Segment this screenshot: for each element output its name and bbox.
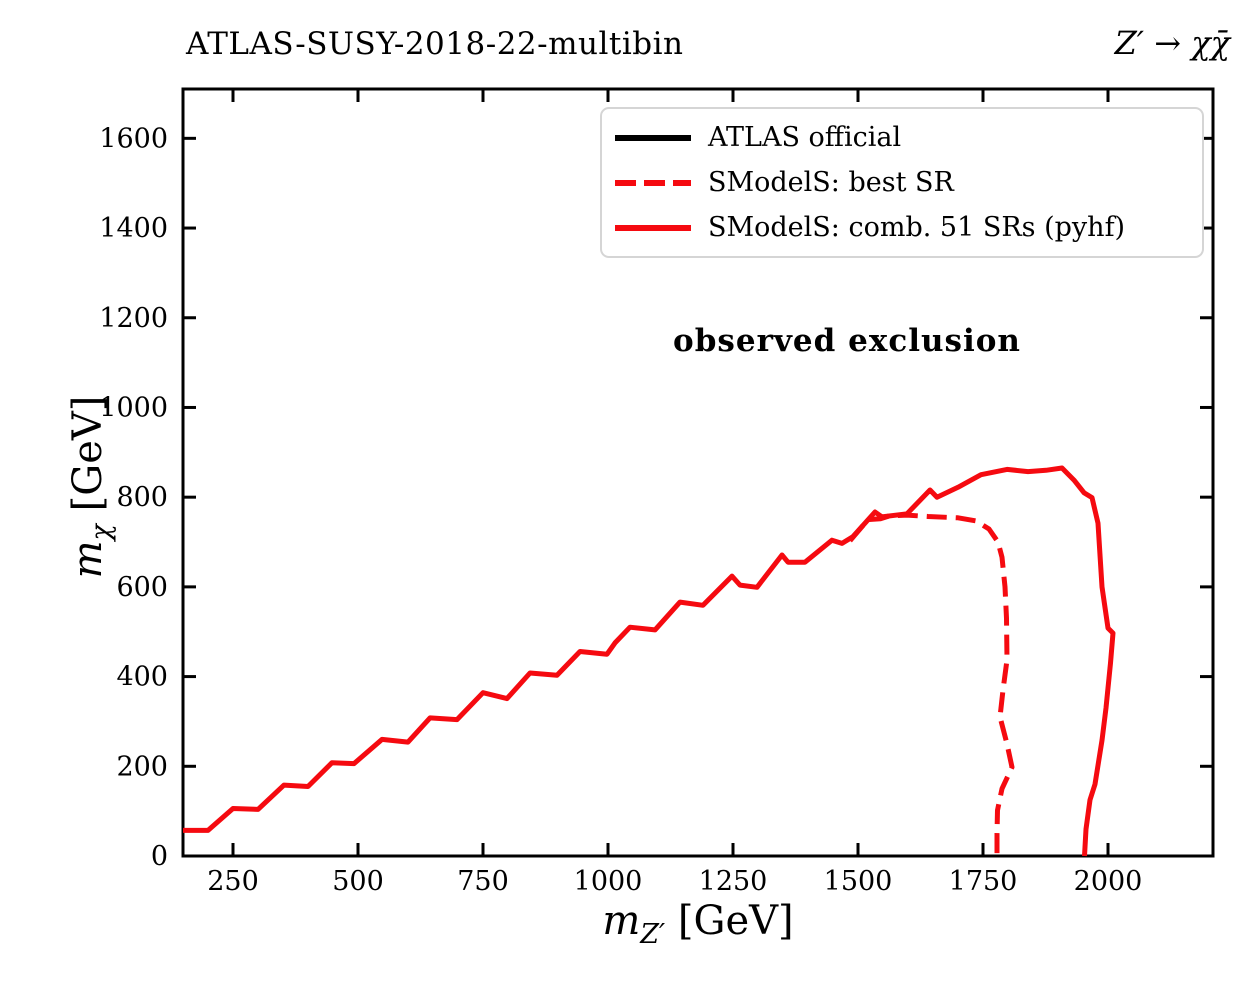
legend-item-smodels-combined: SModelS: comb. 51 SRs (pyhf): [602, 206, 1202, 250]
legend-item-smodels-best-sr: SModelS: best SR: [602, 161, 1202, 205]
y-tick-label: 200: [116, 751, 168, 782]
legend-line-sample-dashed-red: [615, 179, 691, 186]
y-tick-label: 600: [116, 572, 168, 603]
y-axis-label-var: m: [65, 540, 111, 579]
x-axis-label-subscript: Z′: [640, 919, 666, 950]
y-tick-label: 0: [151, 841, 168, 872]
plot-border: [181, 87, 1215, 858]
y-tick-label: 1200: [99, 303, 168, 334]
x-tick-label: 250: [207, 866, 259, 897]
y-axis-label-subscript: χ: [86, 524, 117, 541]
legend-box: ATLAS official SModelS: best SR SModelS:…: [600, 107, 1204, 258]
y-tick-label: 800: [116, 482, 168, 513]
y-axis-label: mχ [GeV]: [65, 337, 117, 637]
smodels-combined-curve: [183, 465, 1116, 857]
smodels-best-sr-curve: [848, 512, 1015, 856]
x-tick-label: 1250: [699, 866, 768, 897]
legend-item-atlas-official: ATLAS official: [602, 116, 1202, 160]
legend-label: SModelS: best SR: [708, 167, 954, 198]
x-tick-label: 1500: [824, 866, 893, 897]
y-tick-label: 400: [116, 662, 168, 693]
y-tick-label: 1400: [99, 213, 168, 244]
y-tick-label: 1600: [99, 123, 168, 154]
x-axis-label-unit: [GeV]: [677, 898, 794, 944]
legend-label: SModelS: comb. 51 SRs (pyhf): [708, 212, 1126, 243]
y-axis-label-unit: [GeV]: [65, 395, 111, 512]
x-tick-label: 500: [332, 866, 384, 897]
legend-line-sample-solid-red: [615, 224, 691, 231]
plot-title-left: ATLAS-SUSY-2018-22-multibin: [186, 26, 684, 62]
x-tick-label: 1750: [949, 866, 1018, 897]
x-tick-label: 2000: [1074, 866, 1143, 897]
legend-line-sample-solid-black: [615, 134, 691, 141]
x-tick-label: 1000: [574, 866, 643, 897]
y-tick-label: 1000: [99, 392, 168, 423]
plot-title-right: Z′ → χχ̄: [1114, 24, 1230, 62]
observed-exclusion-annotation: observed exclusion: [673, 323, 1021, 359]
legend-label: ATLAS official: [708, 122, 902, 153]
x-axis-label-var: m: [602, 898, 641, 944]
x-tick-label: 750: [457, 866, 509, 897]
x-axis-label: mZ′ [GeV]: [602, 898, 794, 948]
